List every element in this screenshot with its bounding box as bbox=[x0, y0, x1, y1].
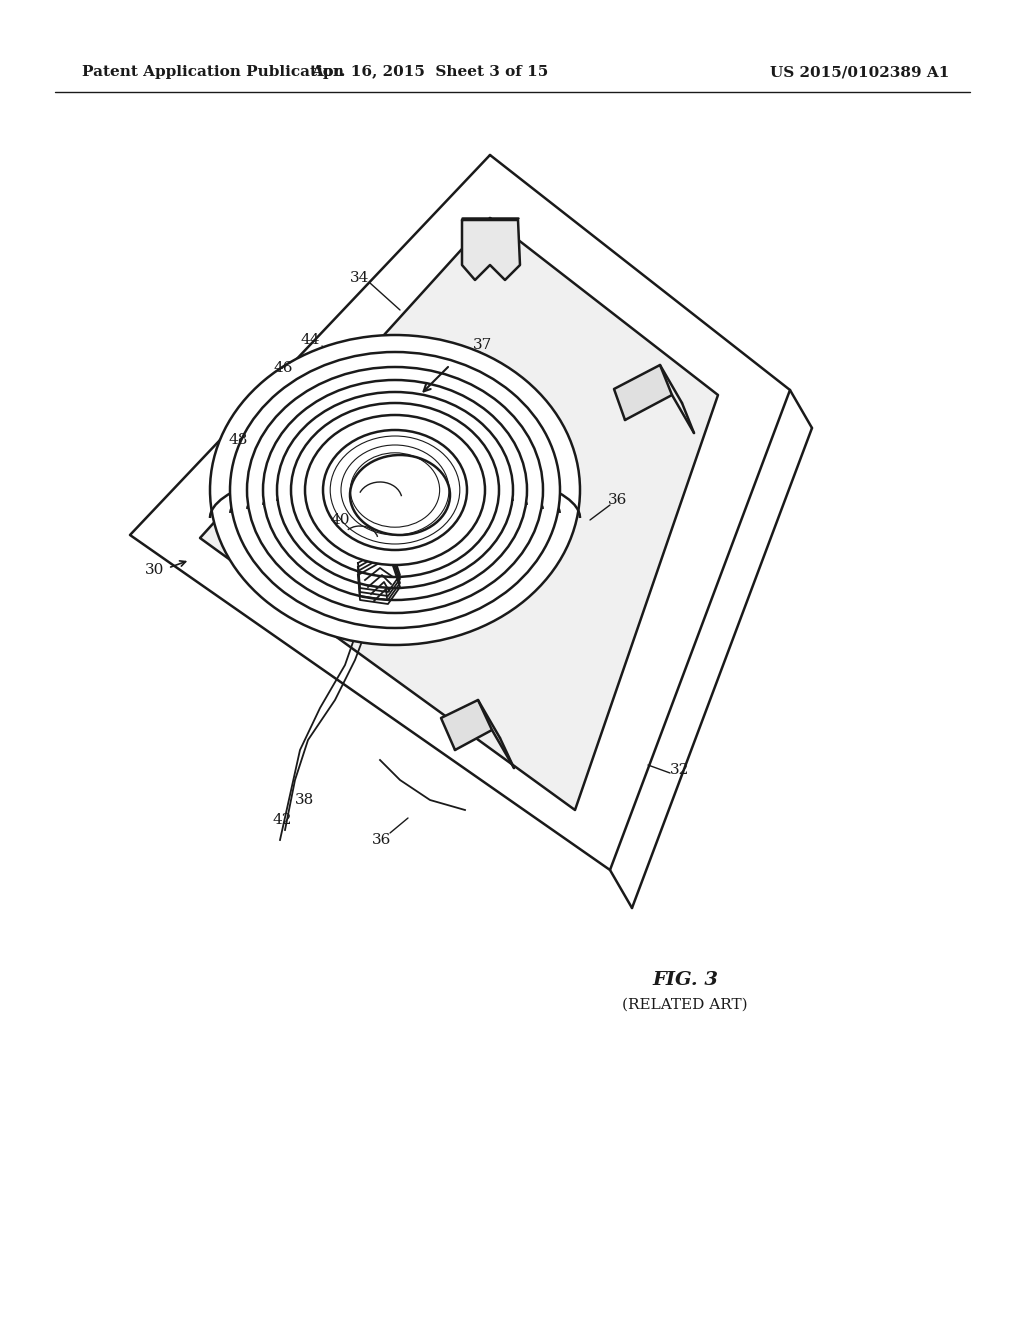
Text: 36: 36 bbox=[373, 833, 392, 847]
Text: Apr. 16, 2015  Sheet 3 of 15: Apr. 16, 2015 Sheet 3 of 15 bbox=[311, 65, 549, 79]
Text: 38: 38 bbox=[295, 793, 314, 807]
Text: 30: 30 bbox=[145, 564, 165, 577]
Text: 37: 37 bbox=[473, 338, 493, 352]
Text: FIG. 3: FIG. 3 bbox=[652, 972, 718, 989]
Ellipse shape bbox=[263, 380, 527, 601]
Polygon shape bbox=[462, 220, 520, 280]
Text: 46: 46 bbox=[273, 360, 293, 375]
Text: 36: 36 bbox=[608, 492, 628, 507]
Ellipse shape bbox=[210, 335, 580, 645]
Ellipse shape bbox=[278, 392, 513, 587]
Text: 34: 34 bbox=[350, 271, 370, 285]
Text: 32: 32 bbox=[671, 763, 690, 777]
Polygon shape bbox=[441, 700, 492, 750]
Text: 40: 40 bbox=[331, 513, 350, 527]
Text: Patent Application Publication: Patent Application Publication bbox=[82, 65, 344, 79]
Ellipse shape bbox=[305, 414, 485, 565]
Text: 44: 44 bbox=[300, 333, 319, 347]
Ellipse shape bbox=[247, 367, 543, 612]
Ellipse shape bbox=[323, 430, 467, 550]
Text: US 2015/0102389 A1: US 2015/0102389 A1 bbox=[770, 65, 949, 79]
Text: 42: 42 bbox=[272, 813, 292, 828]
Polygon shape bbox=[130, 154, 790, 870]
Text: 48: 48 bbox=[228, 433, 248, 447]
Polygon shape bbox=[200, 218, 718, 810]
Polygon shape bbox=[614, 366, 672, 420]
Text: (RELATED ART): (RELATED ART) bbox=[623, 998, 748, 1012]
Ellipse shape bbox=[230, 352, 560, 628]
Ellipse shape bbox=[291, 403, 499, 577]
Ellipse shape bbox=[350, 455, 450, 535]
